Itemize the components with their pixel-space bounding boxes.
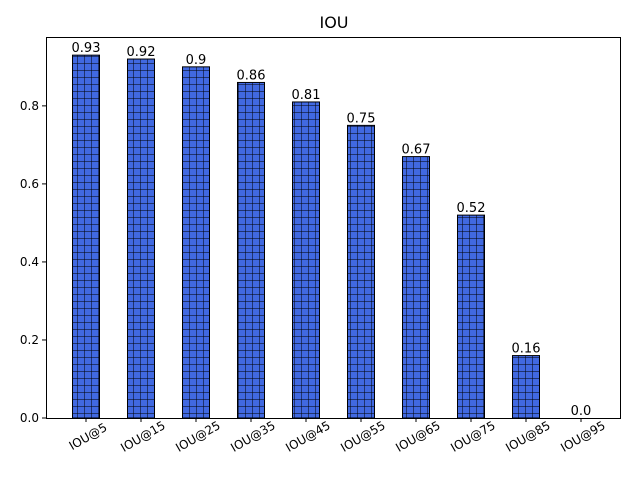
x-tick-label: IOU@15: [118, 418, 167, 455]
y-tick-label: 0.8: [20, 99, 39, 113]
data-label-iou-45: 0.81: [292, 88, 321, 103]
x-tick-label: IOU@45: [283, 418, 332, 455]
data-label-iou-75: 0.52: [457, 201, 486, 216]
x-tick-label: IOU@5: [67, 420, 110, 453]
bar-iou-5: [72, 54, 100, 419]
data-label-iou-95: 0.0: [571, 404, 592, 419]
y-tick-label: 0.0: [20, 411, 39, 425]
data-label-iou-15: 0.92: [127, 45, 156, 60]
bar-iou-45: [292, 101, 320, 419]
data-label-iou-65: 0.67: [402, 143, 431, 158]
x-tick-label: IOU@65: [393, 418, 442, 455]
bar-iou-15: [127, 58, 155, 419]
bar-iou-85: [512, 355, 540, 419]
x-tick-label: IOU@55: [338, 418, 387, 455]
bar-iou-75: [457, 214, 485, 419]
x-tick-label: IOU@25: [173, 418, 222, 455]
data-labels-layer: 0.93 0.92 0.9 0.86 0.81 0.75 0.67 0.52 0.16 0.0: [72, 41, 592, 419]
x-tick-label: IOU@75: [448, 418, 497, 455]
y-tick-label: 0.4: [20, 255, 39, 269]
chart-title: IOU: [319, 13, 348, 32]
y-tick-label: 0.2: [20, 333, 39, 347]
y-axis: 0.0 0.2 0.4 0.6 0.8: [20, 99, 46, 425]
plot-frame: [46, 37, 621, 419]
data-label-iou-5: 0.93: [72, 41, 101, 56]
x-axis: IOU@5 IOU@15 IOU@25 IOU@35 IOU@45 IOU@55 IOU@6…: [67, 418, 608, 455]
data-label-iou-25: 0.9: [186, 53, 207, 68]
data-label-iou-85: 0.16: [512, 342, 541, 357]
x-tick-label: IOU@35: [228, 418, 277, 455]
bars-layer: [72, 54, 540, 419]
data-label-iou-35: 0.86: [237, 68, 266, 83]
x-tick-label: IOU@95: [558, 418, 607, 455]
data-label-iou-55: 0.75: [347, 111, 376, 126]
bar-iou-65: [402, 156, 430, 419]
bar-iou-55: [347, 124, 375, 419]
bar-iou-25: [182, 66, 210, 419]
y-tick-label: 0.6: [20, 177, 39, 191]
bar-iou-35: [237, 81, 265, 419]
x-tick-label: IOU@85: [503, 418, 552, 455]
